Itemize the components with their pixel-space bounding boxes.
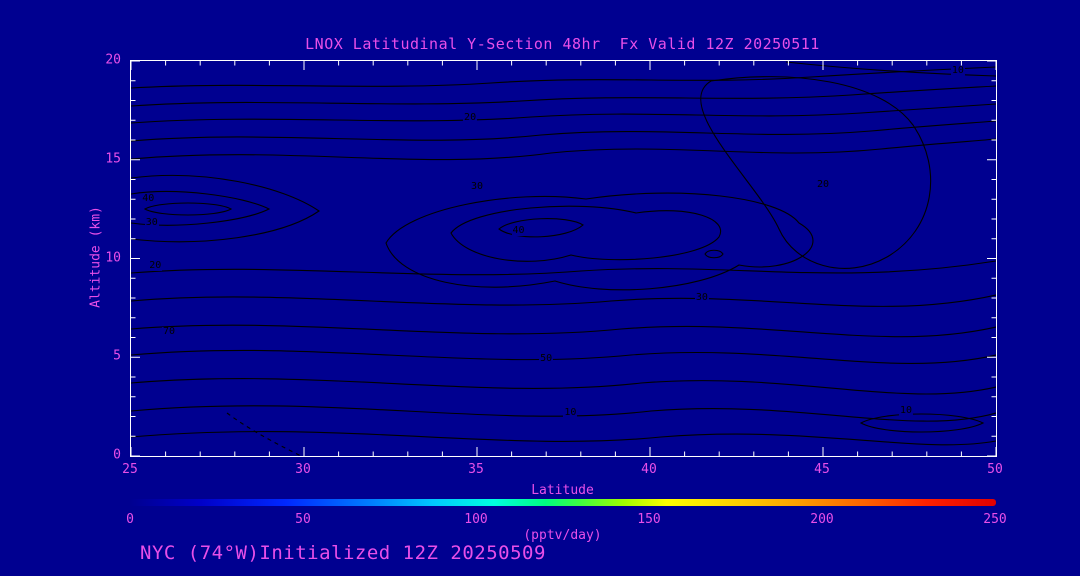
y-tick-label: 0: [113, 447, 121, 463]
contour-label: 10: [950, 64, 965, 76]
x-tick-label: 30: [295, 462, 311, 477]
y-tick-label: 15: [105, 151, 121, 167]
x-tick-label: 45: [814, 462, 830, 477]
x-tick-label: 50: [987, 462, 1003, 477]
contour-label: 30: [469, 181, 485, 193]
plot-area: 10 20 40 30 20 30 40 20 30 70 50 10 10: [130, 60, 997, 457]
y-tick-label: 5: [113, 348, 121, 364]
contour-label: 10: [899, 404, 914, 416]
contour-label: 20: [463, 112, 478, 124]
y-tick-label: 20: [105, 52, 121, 68]
contour-lines: [131, 61, 996, 456]
y-axis-label: Altitude (km): [88, 206, 104, 308]
axis-ticks: [131, 61, 996, 456]
x-tick-label: 25: [122, 462, 138, 477]
chart-title: LNOX Latitudinal Y-Section 48hr Fx Valid…: [305, 35, 820, 53]
footer-text: NYC (74°W)Initialized 12Z 20250509: [140, 542, 546, 564]
contour-label: 20: [148, 260, 163, 272]
contour-label: 70: [162, 325, 177, 337]
contour-label: 30: [144, 216, 159, 228]
colorbar-units-label: (pptv/day): [523, 528, 602, 543]
colorbar-tick-label: 100: [464, 512, 488, 527]
contour-label: 30: [694, 292, 709, 303]
x-tick-label: 35: [468, 462, 484, 477]
contour-label: 20: [815, 179, 831, 191]
contour-label: 50: [539, 353, 554, 365]
colorbar-tick-label: 0: [126, 512, 134, 527]
colorbar-tick-label: 200: [810, 512, 834, 527]
x-tick-label: 40: [641, 462, 657, 477]
x-axis-label: Latitude: [531, 483, 594, 498]
contour-label: 40: [511, 224, 526, 236]
colorbar-tick-label: 150: [637, 512, 661, 527]
colorbar-tick-label: 50: [295, 512, 311, 527]
contour-plot-svg: [131, 61, 996, 456]
y-tick-label: 10: [105, 250, 121, 265]
colorbar-tick-label: 250: [983, 512, 1007, 527]
contour-label: 10: [563, 406, 578, 418]
colorbar: [130, 499, 996, 506]
contour-label: 40: [141, 193, 156, 205]
